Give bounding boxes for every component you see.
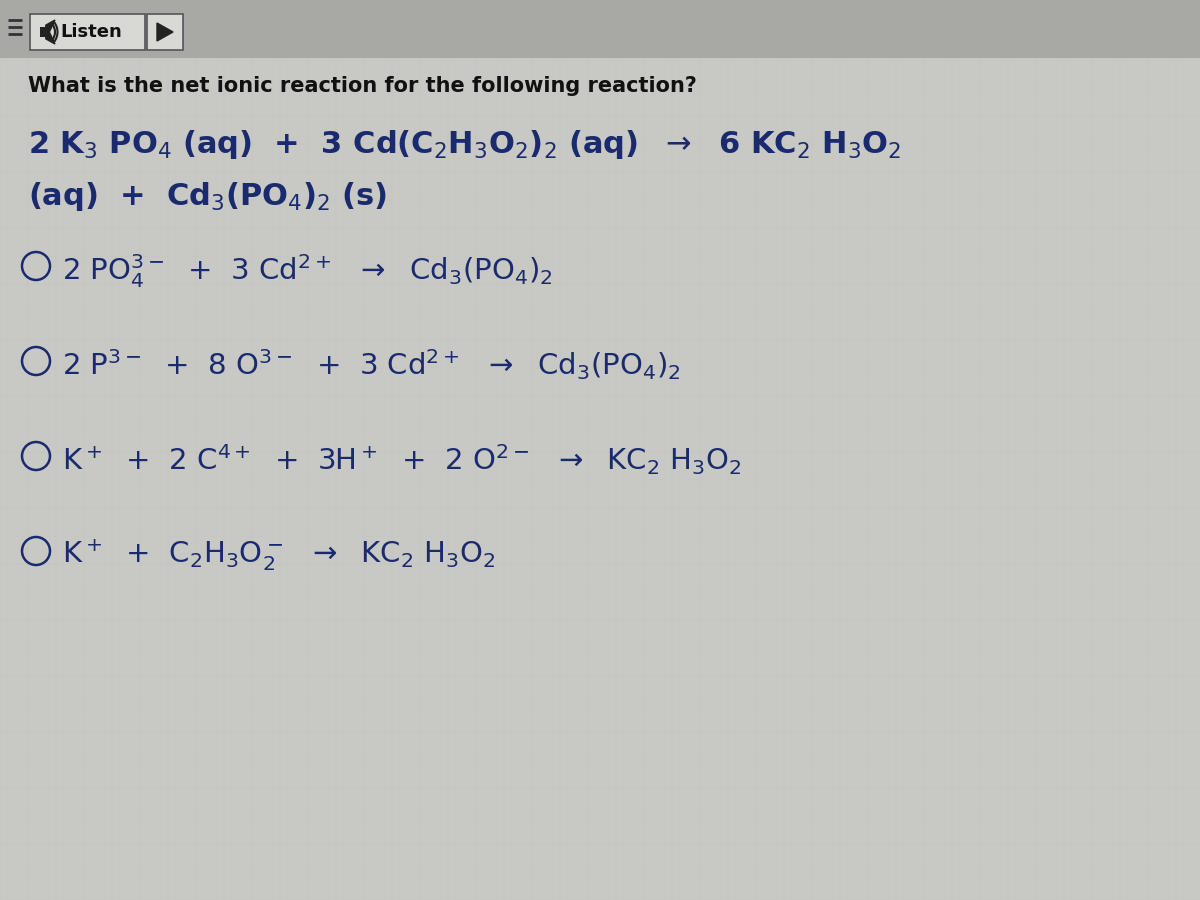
- Text: 2 P$^{3-}$  +  8 O$^{3-}$  +  3 Cd$^{2+}$  $\rightarrow$  Cd$_3$(PO$_4$)$_2$: 2 P$^{3-}$ + 8 O$^{3-}$ + 3 Cd$^{2+}$ $\…: [62, 347, 680, 382]
- Text: 2 K$_3$ PO$_4$ (aq)  +  3 Cd(C$_2$H$_3$O$_2$)$_2$ (aq)  $\rightarrow$  6 KC$_2$ : 2 K$_3$ PO$_4$ (aq) + 3 Cd(C$_2$H$_3$O$_…: [28, 128, 901, 161]
- FancyBboxPatch shape: [40, 27, 46, 37]
- Text: K$^+$  +  C$_2$H$_3$O$_2^-$  $\rightarrow$  KC$_2$ H$_3$O$_2$: K$^+$ + C$_2$H$_3$O$_2^-$ $\rightarrow$ …: [62, 537, 496, 572]
- FancyBboxPatch shape: [148, 14, 182, 50]
- Text: (aq)  +  Cd$_3$(PO$_4$)$_2$ (s): (aq) + Cd$_3$(PO$_4$)$_2$ (s): [28, 180, 386, 213]
- Polygon shape: [157, 23, 173, 41]
- Polygon shape: [46, 20, 55, 39]
- Bar: [0, 0, 1200, 58]
- Polygon shape: [46, 25, 55, 44]
- Text: What is the net ionic reaction for the following reaction?: What is the net ionic reaction for the f…: [28, 76, 697, 96]
- FancyBboxPatch shape: [30, 14, 145, 50]
- Text: Listen: Listen: [60, 23, 121, 41]
- Text: 2 PO$_4^{3-}$  +  3 Cd$^{2+}$  $\rightarrow$  Cd$_3$(PO$_4$)$_2$: 2 PO$_4^{3-}$ + 3 Cd$^{2+}$ $\rightarrow…: [62, 252, 552, 290]
- Text: K$^+$  +  2 C$^{4+}$  +  3H$^+$  +  2 O$^{2-}$  $\rightarrow$  KC$_2$ H$_3$O$_2$: K$^+$ + 2 C$^{4+}$ + 3H$^+$ + 2 O$^{2-}$…: [62, 442, 742, 477]
